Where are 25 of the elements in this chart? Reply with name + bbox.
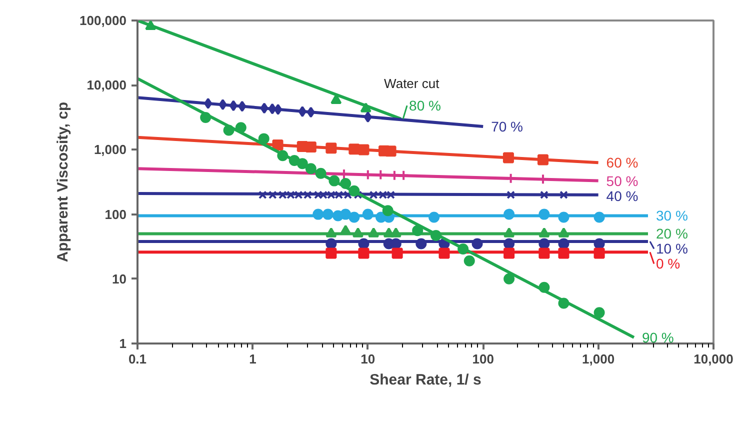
x-tick-label: 10,000	[694, 352, 734, 366]
series-label: 90 %	[642, 329, 674, 346]
x-axis-title: Shear Rate, 1/ s	[370, 372, 482, 388]
y-tick-label: 100,000	[80, 13, 127, 28]
x-tick-label: 10	[360, 352, 376, 366]
series-label: 60 %	[606, 154, 638, 171]
series-label: 40 %	[606, 188, 638, 204]
series-label: 70 %	[491, 118, 524, 134]
y-tick-label: 10	[112, 271, 127, 286]
annotation: Water cut	[384, 76, 440, 92]
legend-label: 0 %	[656, 256, 680, 272]
y-tick-label: 1,000	[94, 142, 127, 158]
legend-label: 80 %	[409, 98, 441, 114]
x-tick-label: 1	[249, 352, 256, 366]
y-axis-title: Apparent Viscosity, cp	[54, 102, 72, 262]
legend-label: 10 %	[656, 240, 688, 257]
series-label: 30 %	[656, 208, 688, 224]
series-label: 20 %	[656, 226, 688, 242]
x-tick-label: 0.1	[128, 352, 147, 366]
x-tick-label: 1,000	[582, 352, 615, 366]
x-tick-label: 100	[472, 352, 494, 366]
y-tick-label: 1	[119, 336, 127, 351]
y-tick-label: 100	[104, 206, 127, 222]
series-label: 50 %	[606, 172, 638, 189]
y-tick-label: 10,000	[86, 78, 127, 93]
